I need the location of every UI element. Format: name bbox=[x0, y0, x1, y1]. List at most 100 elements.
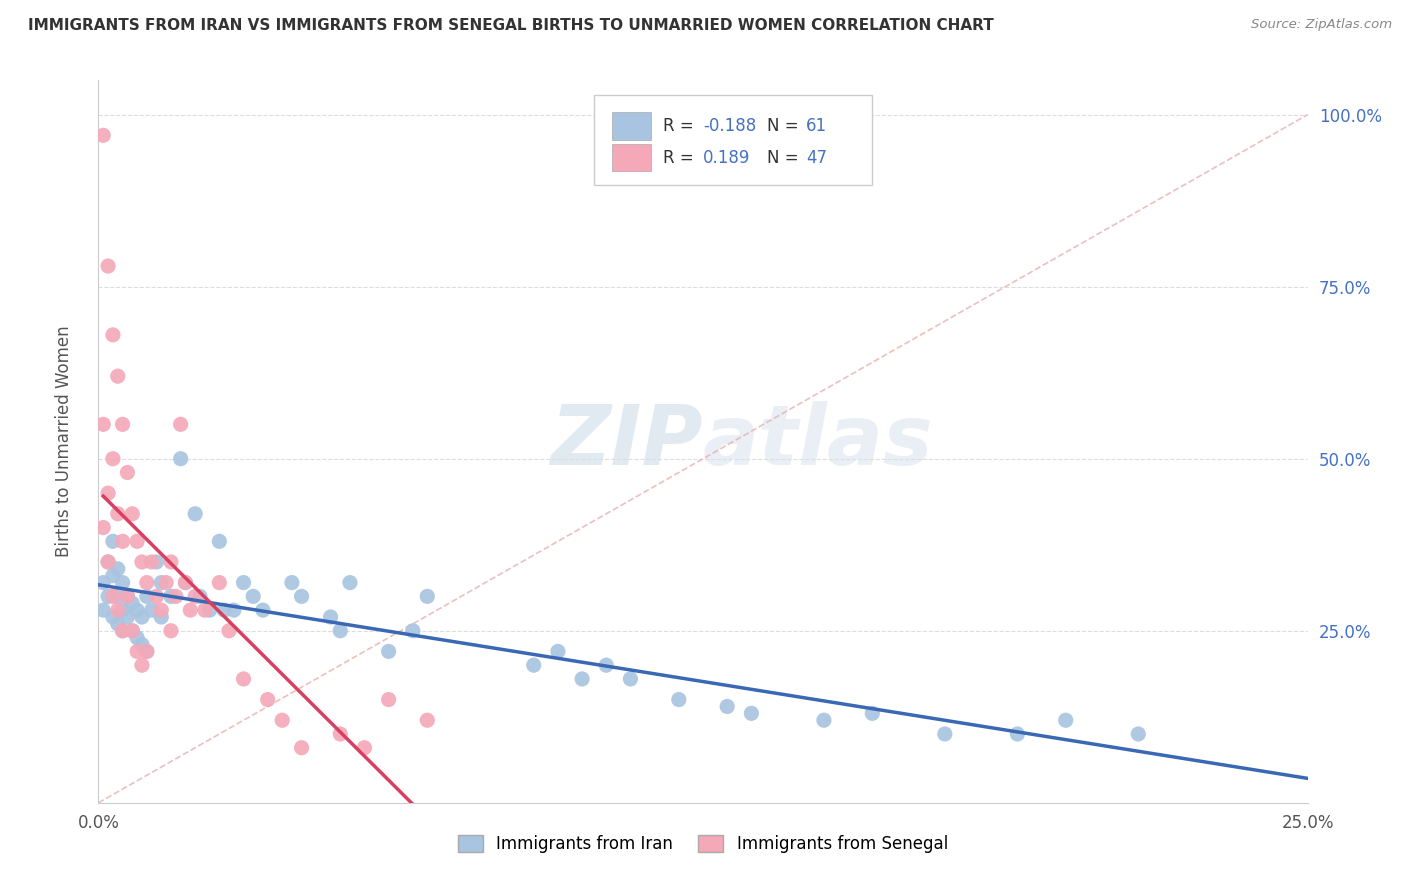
Point bbox=[232, 672, 254, 686]
Text: 61: 61 bbox=[806, 117, 827, 135]
Point bbox=[595, 658, 617, 673]
Point bbox=[271, 713, 294, 727]
Point bbox=[934, 727, 956, 741]
Point bbox=[121, 507, 143, 521]
Point bbox=[145, 555, 167, 569]
Point bbox=[121, 624, 143, 638]
Point bbox=[111, 534, 134, 549]
Point bbox=[111, 417, 134, 432]
Point bbox=[1007, 727, 1029, 741]
Point bbox=[117, 590, 139, 604]
Point bbox=[329, 727, 352, 741]
Point bbox=[97, 555, 120, 569]
Point bbox=[107, 507, 129, 521]
Point bbox=[155, 575, 177, 590]
Point bbox=[135, 644, 157, 658]
Point bbox=[523, 658, 546, 673]
Text: N =: N = bbox=[768, 149, 804, 167]
Point bbox=[212, 603, 235, 617]
Point bbox=[329, 624, 352, 638]
Point bbox=[97, 486, 120, 500]
Text: R =: R = bbox=[664, 117, 699, 135]
Point bbox=[290, 590, 312, 604]
Point bbox=[107, 616, 129, 631]
Text: 47: 47 bbox=[806, 149, 827, 167]
Point bbox=[117, 590, 139, 604]
Point bbox=[319, 610, 342, 624]
Point bbox=[813, 713, 835, 727]
Point bbox=[160, 590, 183, 604]
Point bbox=[179, 603, 201, 617]
Point bbox=[860, 706, 883, 721]
Point bbox=[91, 417, 114, 432]
Point bbox=[150, 610, 173, 624]
Point bbox=[416, 590, 439, 604]
Point bbox=[107, 562, 129, 576]
Point bbox=[222, 603, 245, 617]
Point bbox=[1054, 713, 1077, 727]
Point bbox=[208, 534, 231, 549]
Point bbox=[218, 624, 240, 638]
Text: -0.188: -0.188 bbox=[703, 117, 756, 135]
Point bbox=[150, 575, 173, 590]
Point bbox=[135, 590, 157, 604]
Point bbox=[402, 624, 425, 638]
Point bbox=[619, 672, 641, 686]
Point bbox=[127, 534, 149, 549]
Point bbox=[256, 692, 278, 706]
Y-axis label: Births to Unmarried Women: Births to Unmarried Women bbox=[55, 326, 73, 558]
Point bbox=[131, 610, 153, 624]
Point bbox=[107, 369, 129, 384]
Point bbox=[141, 555, 163, 569]
Point bbox=[101, 327, 124, 342]
FancyBboxPatch shape bbox=[613, 112, 651, 139]
Point bbox=[377, 644, 399, 658]
Point bbox=[740, 706, 762, 721]
Point bbox=[208, 575, 231, 590]
Point bbox=[135, 644, 157, 658]
Point bbox=[121, 596, 143, 610]
Text: N =: N = bbox=[768, 117, 804, 135]
Point bbox=[339, 575, 361, 590]
Point bbox=[252, 603, 274, 617]
Point bbox=[101, 568, 124, 582]
Text: atlas: atlas bbox=[703, 401, 934, 482]
Point bbox=[242, 590, 264, 604]
Point bbox=[91, 128, 114, 143]
Point bbox=[165, 590, 187, 604]
Point bbox=[131, 638, 153, 652]
Text: IMMIGRANTS FROM IRAN VS IMMIGRANTS FROM SENEGAL BIRTHS TO UNMARRIED WOMEN CORREL: IMMIGRANTS FROM IRAN VS IMMIGRANTS FROM … bbox=[28, 18, 994, 33]
Legend: Immigrants from Iran, Immigrants from Senegal: Immigrants from Iran, Immigrants from Se… bbox=[451, 828, 955, 860]
Point bbox=[281, 575, 304, 590]
Point bbox=[169, 451, 191, 466]
Point bbox=[1128, 727, 1150, 741]
Text: ZIP: ZIP bbox=[550, 401, 703, 482]
Text: Source: ZipAtlas.com: Source: ZipAtlas.com bbox=[1251, 18, 1392, 31]
Point bbox=[232, 575, 254, 590]
Point bbox=[111, 575, 134, 590]
FancyBboxPatch shape bbox=[595, 95, 872, 185]
Point bbox=[194, 603, 217, 617]
Point bbox=[111, 624, 134, 638]
Point bbox=[107, 590, 129, 604]
Point bbox=[101, 610, 124, 624]
Point bbox=[131, 658, 153, 673]
Point bbox=[97, 590, 120, 604]
Point bbox=[198, 603, 221, 617]
Point bbox=[174, 575, 197, 590]
Point bbox=[188, 590, 211, 604]
Point bbox=[353, 740, 375, 755]
Point bbox=[135, 575, 157, 590]
Point bbox=[97, 555, 120, 569]
Point bbox=[111, 624, 134, 638]
Point bbox=[121, 624, 143, 638]
Point bbox=[91, 575, 114, 590]
Text: R =: R = bbox=[664, 149, 699, 167]
Point bbox=[101, 451, 124, 466]
Point bbox=[131, 555, 153, 569]
Point bbox=[101, 590, 124, 604]
Point bbox=[716, 699, 738, 714]
Point bbox=[547, 644, 569, 658]
Point bbox=[127, 631, 149, 645]
Point bbox=[416, 713, 439, 727]
